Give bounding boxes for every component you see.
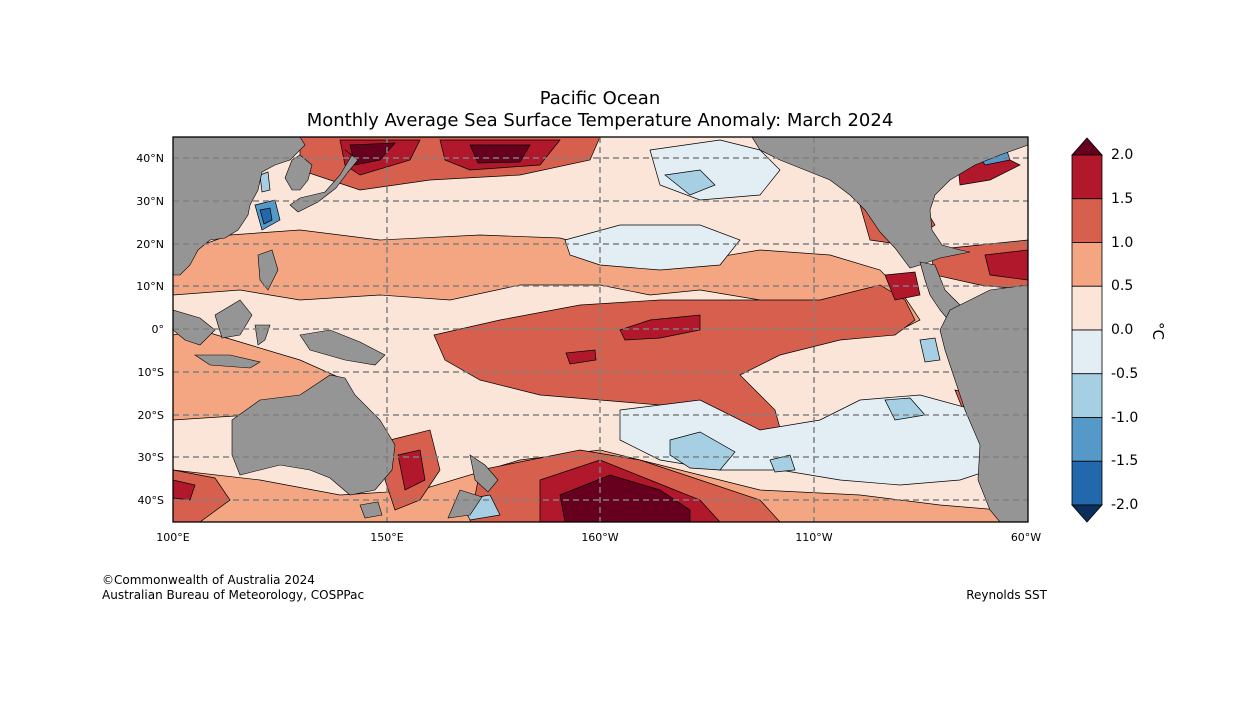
- lon-label: 110°W: [795, 531, 832, 544]
- colorbar-segment: [1071, 460, 1103, 506]
- credits-left: ©Commonwealth of Australia 2024 Australi…: [102, 573, 364, 603]
- lat-label: 10°S: [138, 366, 164, 379]
- map-title: Pacific Ocean: [539, 88, 661, 109]
- colorbar-tick: -1.0: [1111, 410, 1138, 426]
- lon-labels: 100°E 150°E 160°W 110°W 60°W: [156, 531, 1041, 544]
- organization-text: Australian Bureau of Meteorology, COSPPa…: [102, 588, 365, 602]
- colorbar-bottom-arrow: [1071, 504, 1103, 523]
- map-subtitle: Monthly Average Sea Surface Temperature …: [306, 110, 894, 131]
- lat-label: 30°N: [136, 195, 164, 208]
- colorbar-top-arrow: [1071, 137, 1103, 156]
- colorbar: 2.0 1.5 1.0 0.5 0.0 -0.5 -1.0 -1.5 -2.0 …: [1071, 137, 1167, 523]
- korea-land: [284, 154, 313, 191]
- land-masses: [173, 137, 1028, 522]
- lon-label: 60°W: [1011, 531, 1041, 544]
- java-land: [194, 354, 261, 369]
- lat-label: 40°N: [136, 152, 164, 165]
- lon-label: 100°E: [156, 531, 189, 544]
- colorbar-segment: [1071, 242, 1103, 287]
- map-frame: [172, 136, 1029, 523]
- map-field: [173, 137, 1028, 522]
- colorbar-segment: [1071, 154, 1103, 200]
- australia-land: [231, 374, 396, 496]
- colorbar-segment: [1071, 373, 1103, 418]
- philippines-land: [257, 249, 279, 291]
- lon-label: 160°W: [581, 531, 618, 544]
- tasmania-land: [359, 501, 383, 519]
- lat-label: 0°: [152, 323, 165, 336]
- copyright-text: ©Commonwealth of Australia 2024: [102, 573, 315, 587]
- new-guinea-land: [299, 329, 386, 366]
- nz-south-land: [447, 489, 483, 519]
- lat-labels: 40°N 30°N 20°N 10°N 0° 10°S 20°S 30°S 40…: [136, 152, 164, 507]
- colorbar-tick: 2.0: [1111, 147, 1133, 163]
- colorbar-segment: [1071, 285, 1103, 331]
- cool-anomaly-regions: [254, 139, 1011, 521]
- colorbar-tick: 0.0: [1111, 322, 1133, 338]
- colorbar-segment: [1071, 198, 1103, 243]
- data-source-text: Reynolds SST: [966, 588, 1047, 602]
- lat-label: 30°S: [138, 451, 164, 464]
- north-america-land: [751, 137, 1028, 269]
- nz-north-land: [469, 454, 499, 493]
- graticule: [173, 137, 1028, 522]
- colorbar-tick: 1.5: [1111, 191, 1133, 207]
- colorbar-segment: [1071, 417, 1103, 462]
- lon-label: 150°E: [370, 531, 403, 544]
- lat-label: 40°S: [138, 494, 164, 507]
- colorbar-tick: -0.5: [1111, 366, 1138, 382]
- japan-land: [289, 149, 359, 213]
- colorbar-tick: 0.5: [1111, 278, 1133, 294]
- colorbar-tick: -2.0: [1111, 497, 1138, 513]
- colorbar-tick: 1.0: [1111, 235, 1133, 251]
- asia-mainland: [173, 137, 306, 276]
- colorbar-unit: °C: [1149, 322, 1167, 340]
- south-america-land: [939, 284, 1028, 522]
- colorbar-segment: [1071, 329, 1103, 375]
- colorbar-tick: -1.5: [1111, 453, 1138, 469]
- lat-label: 20°N: [136, 238, 164, 251]
- sulawesi-land: [254, 324, 271, 346]
- lat-label: 10°N: [136, 280, 164, 293]
- lat-label: 20°S: [138, 409, 164, 422]
- sumatra-land: [173, 309, 216, 346]
